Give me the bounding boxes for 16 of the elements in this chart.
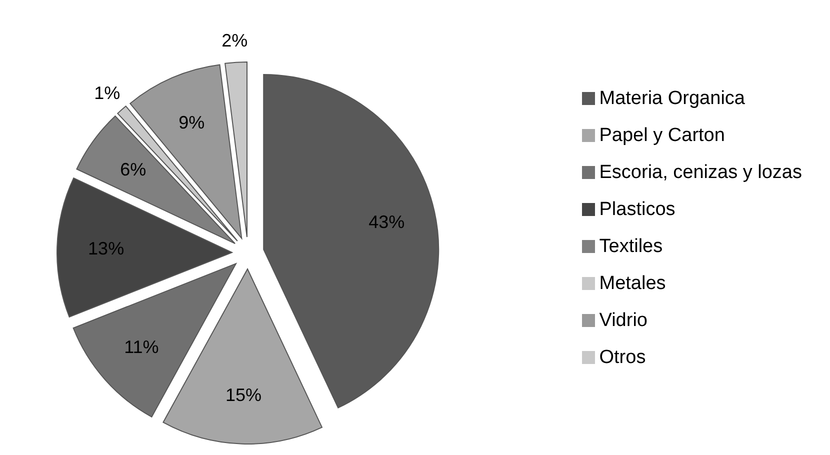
data-label: 15% [226, 384, 262, 405]
data-label: 6% [120, 160, 146, 180]
data-label: 13% [88, 238, 124, 259]
legend-label: Escoria, cenizas y lozas [599, 162, 802, 182]
legend-label: Textiles [599, 236, 663, 256]
data-label: 43% [368, 212, 405, 232]
data-label: 1% [94, 83, 120, 104]
legend-label: Vidrio [599, 310, 648, 330]
legend-label: Materia Organica [599, 88, 745, 108]
data-label: 2% [222, 30, 248, 50]
legend-label: Plasticos [599, 198, 676, 220]
legend-label: Otros [599, 346, 646, 368]
legend-label: Papel y Carton [599, 124, 725, 146]
data-label: 11% [124, 336, 159, 357]
data-label: 9% [178, 112, 205, 133]
legend-label: Metales [599, 272, 666, 294]
